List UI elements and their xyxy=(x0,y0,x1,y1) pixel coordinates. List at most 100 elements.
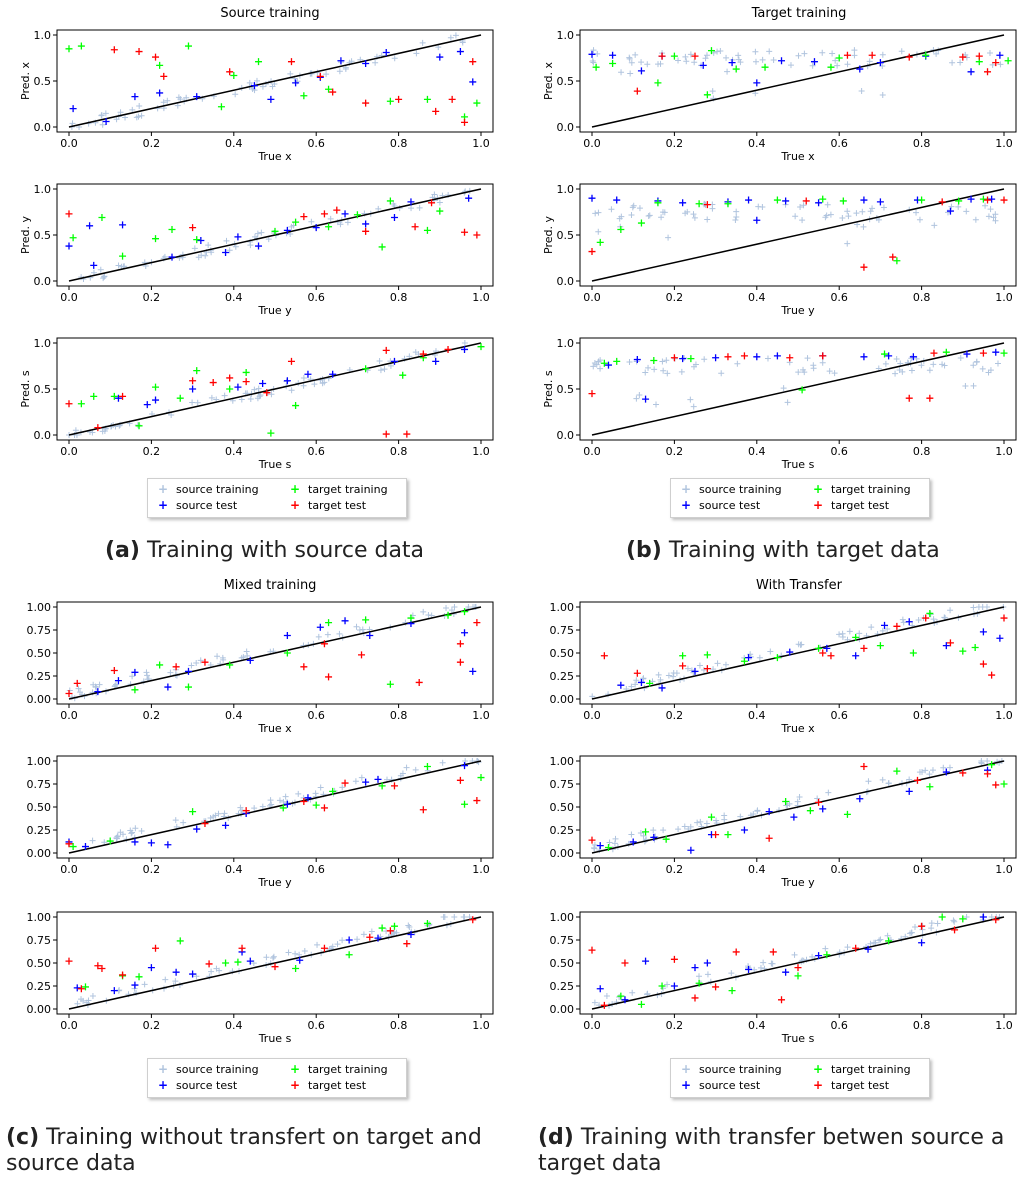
source-test-point xyxy=(90,261,98,269)
source-training-point xyxy=(844,61,851,68)
source-training-point xyxy=(723,54,730,61)
target-training-point xyxy=(609,60,617,68)
target-training-point xyxy=(271,227,279,235)
target-test-point xyxy=(621,959,629,967)
subplot-2-1: 0.0 0.2 0.4 0.6 0.8 1.0 0.00 0.25 0.50 0.75 1.00 Tr… xyxy=(27,755,494,889)
source-test-point xyxy=(782,968,790,976)
target-test-point xyxy=(205,960,213,968)
caption-d: (d) Training with transfer betwen source… xyxy=(538,1125,1019,1177)
source-test-point xyxy=(691,667,699,675)
source-training-point xyxy=(238,396,245,403)
x-tick-label: 0.6 xyxy=(830,709,848,722)
y-tick-label: 0.75 xyxy=(550,624,575,637)
source-training-point xyxy=(951,918,958,925)
y-tick-label: 0.25 xyxy=(550,824,575,837)
source-training-point xyxy=(288,387,295,394)
target-test-point xyxy=(390,782,398,790)
source-test-point xyxy=(436,53,444,61)
source-training-point xyxy=(595,228,602,235)
source-training-point xyxy=(973,359,980,366)
source-training-point xyxy=(300,374,307,381)
target-training-point xyxy=(325,619,333,627)
source-training-point xyxy=(933,50,940,57)
source-test-point xyxy=(876,59,884,67)
source-training-point xyxy=(377,367,384,374)
source-training-point xyxy=(733,208,740,215)
x-tick-label: 0.6 xyxy=(307,1019,325,1032)
source-training-point xyxy=(642,369,649,376)
target-training-point xyxy=(423,763,431,771)
source-training-point xyxy=(419,39,426,46)
source-training-point xyxy=(420,608,427,615)
subplot-3-0: 0.0 0.2 0.4 0.6 0.8 1.0 0.00 0.25 0.50 0.75 1.00 Tr… xyxy=(550,601,1017,735)
source-training-point xyxy=(402,619,409,626)
source-training-point xyxy=(757,964,764,971)
source-test-point xyxy=(703,959,711,967)
target-test-point xyxy=(889,253,897,261)
source-training-point xyxy=(752,58,759,65)
target-training-point xyxy=(279,804,287,812)
source-training-point xyxy=(691,214,698,221)
x-tick-label: 0.0 xyxy=(60,709,78,722)
source-training-point xyxy=(810,365,817,372)
legend-target-test: target test xyxy=(308,1079,367,1092)
target-test-point xyxy=(703,201,711,209)
target-test-point xyxy=(403,430,411,438)
identity-line xyxy=(591,34,1005,128)
source-test-point xyxy=(469,78,477,86)
target-training-point xyxy=(959,915,967,923)
target-training-point xyxy=(909,649,917,657)
target-test-point xyxy=(386,927,394,935)
source-test-point xyxy=(304,794,312,802)
target-training-point xyxy=(1000,349,1008,357)
source-training-point xyxy=(939,361,946,368)
source-training-point xyxy=(220,656,227,663)
source-test-point xyxy=(637,67,645,75)
source-test-point xyxy=(255,242,263,250)
target-test-point xyxy=(320,944,328,952)
source-training-point xyxy=(985,213,992,220)
legend-source-training: source training xyxy=(699,1063,782,1076)
source-test-point xyxy=(963,350,971,358)
source-training-point xyxy=(283,378,290,385)
source-training-point xyxy=(795,52,802,59)
x-tick-label: 0.2 xyxy=(666,863,684,876)
source-training-point xyxy=(215,810,222,817)
source-training-point xyxy=(987,206,994,213)
target-training-point xyxy=(646,679,654,687)
x-axis-label: True y xyxy=(257,876,292,889)
source-training-point xyxy=(314,941,321,948)
source-training-point xyxy=(900,619,907,626)
source-training-point xyxy=(268,391,275,398)
source-test-point xyxy=(629,838,637,846)
target-training-point xyxy=(637,1000,645,1008)
source-training-point xyxy=(915,617,922,624)
source-training-point xyxy=(879,91,886,98)
source-test-point xyxy=(753,353,761,361)
target-training-point xyxy=(477,774,485,782)
target-test-point xyxy=(65,400,73,408)
source-training-point xyxy=(133,114,140,121)
source-training-point xyxy=(754,807,761,814)
source-test-point xyxy=(250,82,258,90)
source-training-point xyxy=(928,925,935,932)
source-test-point xyxy=(283,800,291,808)
target-test-point xyxy=(65,957,73,965)
source-test-point xyxy=(745,654,753,662)
y-tick-label: 0.00 xyxy=(27,847,52,860)
subplot-1-2: 0.0 0.2 0.4 0.6 0.8 1.0 0.0 0.5 1.0 True s Pred. s xyxy=(542,337,1017,471)
source-test-point xyxy=(110,987,118,995)
source-test-point xyxy=(465,194,473,202)
target-training-point xyxy=(131,686,139,694)
legend-target-training: target training xyxy=(831,1063,911,1076)
y-tick-label: 1.00 xyxy=(27,601,52,614)
target-test-point xyxy=(415,678,423,686)
y-tick-label: 1.0 xyxy=(34,183,52,196)
source-test-point xyxy=(642,395,650,403)
source-training-point xyxy=(301,948,308,955)
target-test-point xyxy=(679,662,687,670)
target-test-point xyxy=(827,652,835,660)
source-training-point xyxy=(846,628,853,635)
source-test-point xyxy=(119,221,127,229)
target-training-point xyxy=(325,85,333,93)
